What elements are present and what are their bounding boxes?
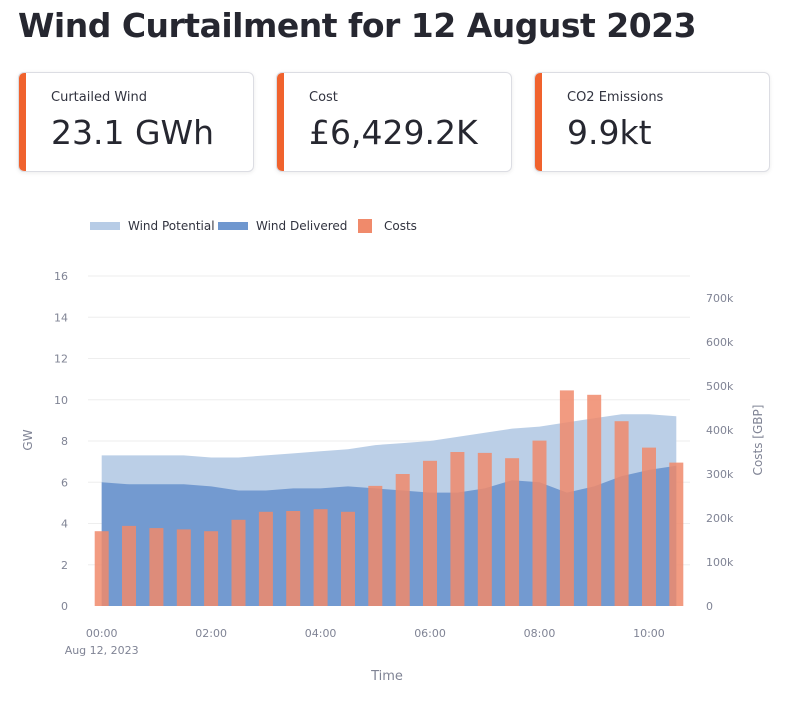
legend-swatch (90, 222, 120, 230)
y-tick-label-right: 500k (706, 380, 734, 393)
metric-label: Cost (309, 90, 338, 105)
y-tick-label-right: 700k (706, 292, 734, 305)
cost-bar (286, 511, 301, 606)
metric-value: 23.1 GWh (51, 113, 215, 152)
metric-accent-bar (19, 73, 26, 171)
y-tick-label-right: 600k (706, 336, 734, 349)
cost-bar (505, 458, 520, 606)
metric-card-curtailed-wind: Curtailed Wind 23.1 GWh (18, 72, 254, 172)
x-tick-label: 06:00 (414, 627, 446, 640)
x-axis-title: Time (370, 669, 403, 684)
metric-card-co2-emissions: CO2 Emissions 9.9kt (534, 72, 770, 172)
cost-bar (395, 474, 410, 606)
legend-swatch (218, 222, 248, 230)
y-tick-label-right: 100k (706, 556, 734, 569)
x-tick-label: 04:00 (305, 627, 337, 640)
metric-label: Curtailed Wind (51, 90, 148, 105)
y-tick-label-left: 14 (54, 311, 68, 324)
cost-bar (532, 440, 547, 606)
cost-bar (341, 511, 355, 606)
cost-bar (176, 529, 191, 606)
cost-bar (231, 519, 246, 606)
cost-bar (559, 390, 574, 606)
wind-curtailment-chart: Wind Potential Wind Delivered Costs 0 2 4 6 8 1… (21, 219, 765, 684)
cost-bar (368, 485, 383, 606)
chart-axes: 0 2 4 6 8 10 12 14 16 0 100k 200k 300k 400k 500k 600k 70… (21, 270, 765, 684)
y-tick-label-left: 6 (61, 476, 68, 489)
y-tick-label-left: 10 (54, 394, 68, 407)
cost-bar (313, 509, 328, 606)
y-tick-label-right: 0 (706, 600, 713, 613)
chart-cost-bars (94, 390, 684, 606)
page-title: Wind Curtailment for 12 August 2023 (18, 6, 697, 45)
cost-bar (258, 511, 273, 606)
x-tick-label: 08:00 (524, 627, 556, 640)
legend-label: Wind Delivered (256, 219, 347, 233)
y-tick-label-left: 0 (61, 600, 68, 613)
metric-label: CO2 Emissions (567, 90, 664, 105)
legend-swatch (358, 219, 372, 233)
cost-bar (122, 525, 136, 606)
y-tick-label-right: 200k (706, 512, 734, 525)
y-tick-label-left: 12 (54, 353, 68, 366)
cost-bar (477, 452, 492, 606)
cost-bar (642, 447, 656, 606)
cost-bar (614, 421, 629, 606)
y-tick-label-left: 4 (61, 518, 68, 531)
cost-bar (669, 462, 684, 606)
x-tick-label: 10:00 (633, 627, 665, 640)
y-tick-label-left: 8 (61, 435, 68, 448)
legend-label: Costs (384, 219, 417, 233)
chart-legend[interactable]: Wind Potential Wind Delivered Costs (90, 219, 417, 233)
x-tick-label: 00:00 (86, 627, 118, 640)
metric-value: £6,429.2K (309, 113, 478, 152)
cost-bar (149, 528, 164, 606)
metric-card-cost: Cost £6,429.2K (276, 72, 512, 172)
y-tick-label-left: 16 (54, 270, 68, 283)
cost-bar (587, 394, 602, 606)
cost-bar (450, 452, 465, 606)
x-tick-label: 02:00 (195, 627, 227, 640)
metric-value: 9.9kt (567, 113, 652, 152)
x-tick-sublabel: Aug 12, 2023 (65, 644, 139, 657)
legend-label: Wind Potential (128, 219, 215, 233)
cost-bar (423, 460, 437, 606)
y-tick-label-left: 2 (61, 559, 68, 572)
y-axis-title-right: Costs [GBP] (751, 405, 765, 476)
y-tick-label-right: 400k (706, 424, 734, 437)
y-axis-title-left: GW (21, 429, 35, 450)
y-tick-label-right: 300k (706, 468, 734, 481)
cost-bar (94, 531, 109, 606)
cost-bar (204, 531, 219, 606)
metric-accent-bar (535, 73, 542, 171)
metric-accent-bar (277, 73, 284, 171)
